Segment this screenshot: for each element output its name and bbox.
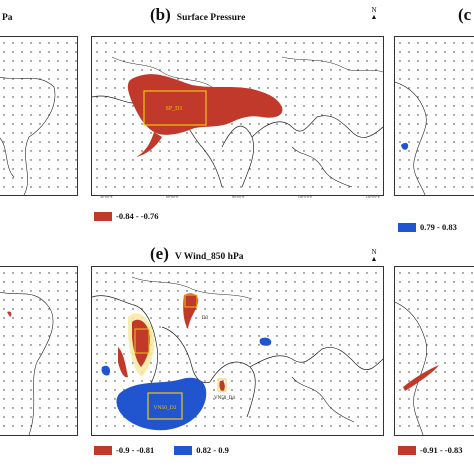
- lon-tick: 40°0'0"E: [100, 195, 113, 199]
- panel-b-map: SP_D1: [91, 36, 384, 196]
- legend-swatch-positive: [174, 445, 193, 455]
- legend-swatch-positive: [398, 222, 416, 232]
- lon-tick: 60°0'0"E: [165, 195, 179, 199]
- panel-b-lon-ticks: 40°0'0"E 60°0'0"E 80°0'0"E 100°0'0"E 120…: [100, 195, 380, 199]
- panel-b-title: (b) Surface Pressure: [150, 5, 245, 25]
- sp-d1-region: [127, 74, 283, 135]
- panel-b-legend: -0.84 - -0.76: [94, 211, 159, 221]
- sp-d1-label: SP_D1: [165, 106, 182, 112]
- red-region-north: [183, 293, 199, 329]
- panel-c-map: [394, 36, 474, 196]
- blue-region-east: [259, 337, 272, 346]
- vn50-d2-box: [147, 392, 183, 420]
- legend-swatch-negative: [94, 211, 112, 221]
- panel-c-letter: (c: [458, 5, 472, 24]
- sp-d1-box: [143, 90, 207, 126]
- red-region-south-box: [217, 378, 227, 392]
- panel-a-map: [0, 36, 78, 196]
- blue-region-south: [116, 377, 207, 431]
- lon-tick: 120°0'0"E: [365, 195, 380, 199]
- panel-b-map-svg: SP_D1: [92, 42, 383, 188]
- legend-swatch-negative: [94, 445, 112, 455]
- panel-e-name: V Wind_850 hPa: [174, 252, 244, 262]
- panel-e-map-svg: D3 VN50_D4 VN50_D2: [92, 272, 383, 431]
- panel-a-title-fragment: Pa: [2, 13, 13, 23]
- panel-d-map-svg: [0, 272, 77, 435]
- red-region-west-arm: [118, 347, 128, 378]
- legend-label: -0.9 - -0.81: [116, 445, 155, 455]
- red-streak: [403, 365, 439, 391]
- legend-swatch-negative: [398, 445, 416, 455]
- blue-region-west-small: [101, 365, 111, 376]
- sp-d1-tail: [136, 132, 162, 157]
- panel-e-legend: -0.9 - -0.81 0.82 - 0.9: [94, 445, 229, 455]
- panel-c-title: (c: [458, 5, 471, 25]
- panel-c-legend: 0.79 - 0.83: [398, 222, 457, 232]
- legend-label: -0.91 - -0.83: [420, 445, 463, 455]
- panel-e-title: (e) V Wind_850 hPa: [150, 244, 244, 264]
- north-label-b: N: [371, 6, 377, 14]
- north-label-e: N: [371, 248, 377, 256]
- panel-f-map: [394, 266, 474, 436]
- legend-label: 0.82 - 0.9: [196, 445, 229, 455]
- panel-b-name: Surface Pressure: [176, 13, 246, 23]
- panel-a-map-svg: [0, 42, 77, 195]
- red-region-south: [219, 380, 225, 392]
- red-region-north-box: [184, 294, 198, 308]
- lon-tick: 100°0'0"E: [297, 195, 313, 199]
- panel-b-letter: (b): [150, 5, 171, 24]
- red-region-west-box: [134, 328, 150, 354]
- vn50-d2-label: VN50_D2: [154, 405, 177, 411]
- panel-e-map: D3 VN50_D4 VN50_D2: [91, 266, 384, 436]
- legend-label: -0.84 - -0.76: [116, 211, 159, 221]
- panel-f-map-svg: [395, 272, 473, 435]
- panel-a-title: Pa: [0, 7, 13, 25]
- panel-b-north-arrow: N ▲: [370, 6, 378, 21]
- red-region-south-label: VN50_D4: [214, 396, 235, 401]
- panel-f-legend: -0.91 - -0.83: [398, 445, 463, 455]
- panel-c-map-svg: [395, 42, 473, 195]
- red-region-west: [132, 319, 150, 367]
- panel-e-north-arrow: N ▲: [370, 248, 378, 263]
- panel-e-letter: (e): [150, 244, 169, 263]
- blue-blob: [401, 142, 409, 150]
- legend-label: 0.79 - 0.83: [420, 222, 457, 232]
- panel-d-map: [0, 266, 78, 436]
- lon-tick: 80°0'0"E: [231, 195, 245, 199]
- red-region-north-label: D3: [202, 316, 209, 321]
